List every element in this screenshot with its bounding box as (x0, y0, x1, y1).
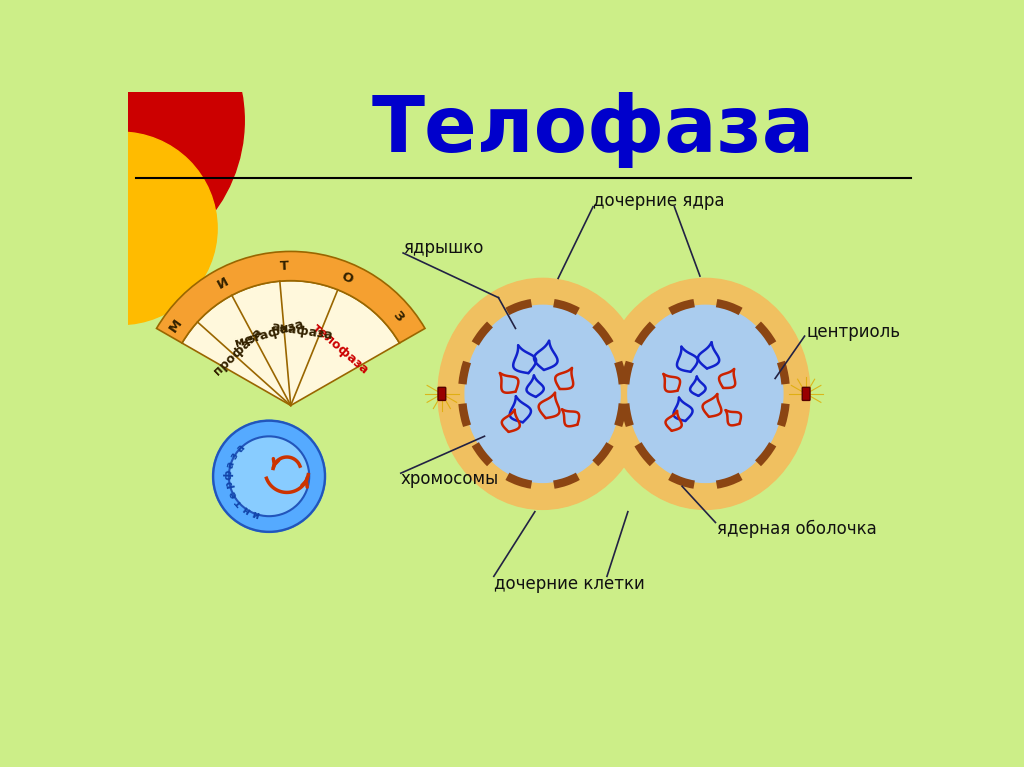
Text: а: а (224, 460, 237, 470)
Circle shape (0, 0, 245, 275)
Wedge shape (182, 281, 399, 406)
Text: е: е (227, 489, 240, 500)
Circle shape (213, 421, 325, 532)
Ellipse shape (632, 313, 778, 475)
Ellipse shape (438, 278, 647, 509)
Text: хромосомы: хромосомы (400, 469, 499, 488)
Text: р: р (224, 480, 236, 489)
Ellipse shape (465, 305, 621, 482)
Text: а: а (234, 442, 247, 454)
Circle shape (24, 132, 217, 324)
Text: Т: Т (280, 259, 290, 273)
Text: М: М (167, 316, 185, 334)
Ellipse shape (601, 278, 810, 509)
Text: центриоль: центриоль (806, 323, 900, 341)
Text: О: О (340, 270, 355, 286)
Text: и: и (250, 508, 260, 520)
Text: дочерние ядра: дочерние ядра (593, 193, 725, 210)
Text: н: н (241, 503, 252, 515)
Text: Телофаза: Телофаза (372, 92, 815, 168)
Wedge shape (213, 421, 325, 532)
Text: анафаза: анафаза (270, 321, 334, 342)
Text: З: З (390, 308, 407, 324)
Text: профаза: профаза (211, 325, 265, 378)
Text: телофаза: телофаза (309, 321, 371, 377)
Text: ядрышко: ядрышко (403, 239, 483, 257)
FancyBboxPatch shape (802, 387, 810, 400)
Text: И: И (215, 275, 231, 291)
Text: ядерная оболочка: ядерная оболочка (717, 519, 877, 538)
Text: метафаза: метафаза (233, 318, 305, 350)
Wedge shape (157, 252, 425, 343)
Text: з: з (228, 451, 241, 461)
Ellipse shape (628, 305, 783, 482)
FancyBboxPatch shape (438, 387, 445, 400)
Text: дочерние клетки: дочерние клетки (494, 575, 644, 593)
Text: ф: ф (223, 469, 234, 480)
Ellipse shape (469, 313, 615, 475)
Text: т: т (233, 497, 245, 509)
